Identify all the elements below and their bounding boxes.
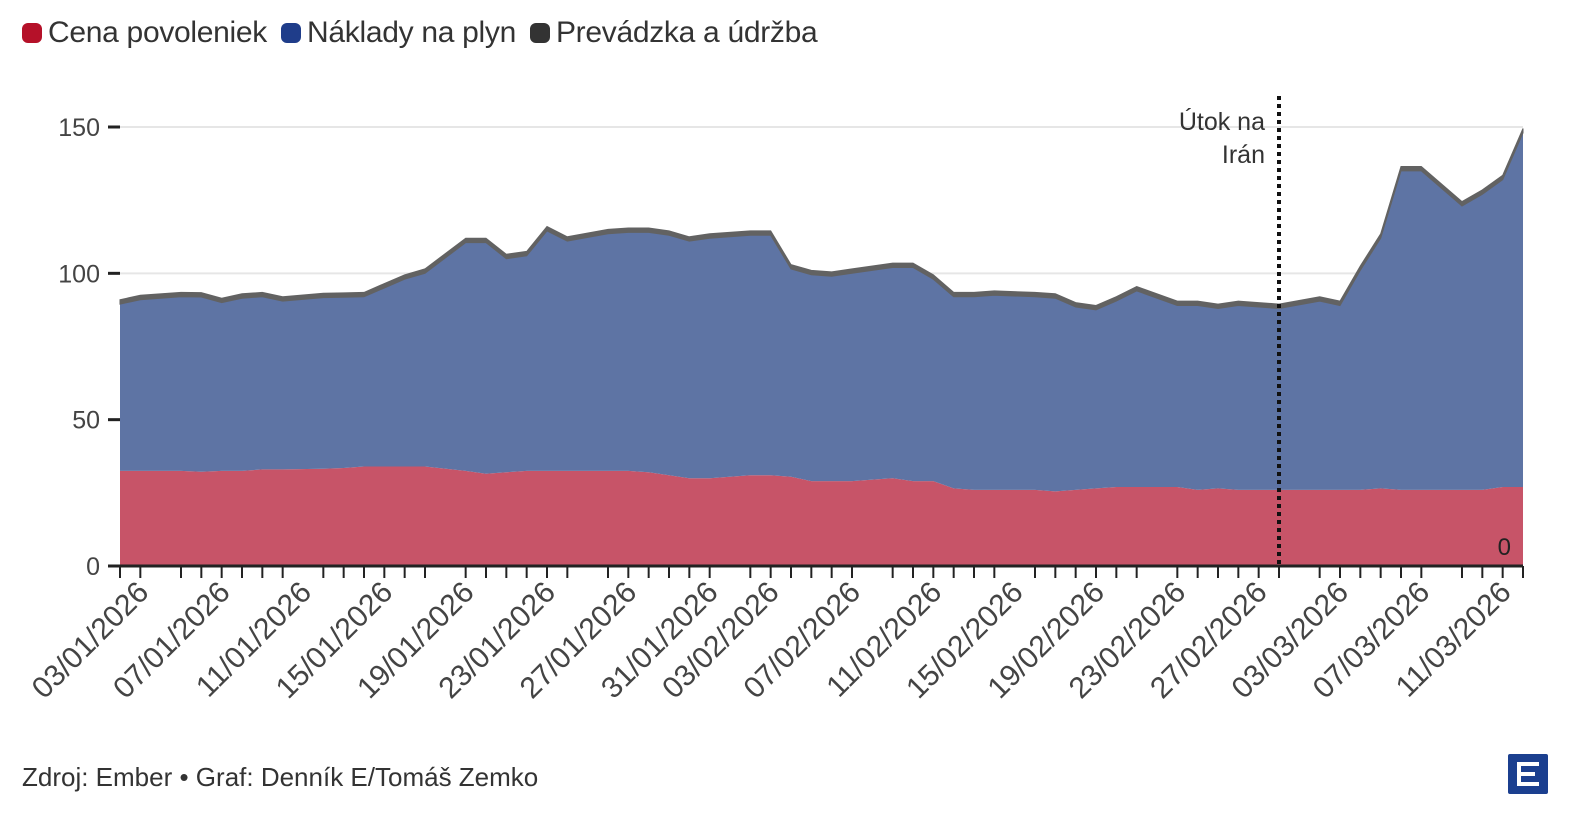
dennik-e-logo[interactable] xyxy=(1508,754,1548,794)
series-area xyxy=(120,466,1523,566)
legend: Cena povoleniek Náklady na plyn Prevádzka … xyxy=(22,16,818,50)
legend-item: Náklady na plyn xyxy=(281,16,516,50)
legend-label: Náklady na plyn xyxy=(307,16,516,49)
legend-swatch xyxy=(281,23,301,43)
legend-item: Cena povoleniek xyxy=(22,16,267,50)
annotation-label: Útok na xyxy=(1179,107,1265,136)
legend-label: Cena povoleniek xyxy=(48,16,267,49)
y-tick-label: 150 xyxy=(58,114,100,142)
source-note: Zdroj: Ember • Graf: Denník E/Tomáš Zemk… xyxy=(22,762,539,792)
legend-swatch xyxy=(529,23,550,43)
legend-swatch xyxy=(22,23,42,43)
y-tick-label: 50 xyxy=(72,407,100,435)
annotation-label: Irán xyxy=(1222,141,1265,169)
end-value-label: 0 xyxy=(1498,534,1511,561)
y-tick-label: 0 xyxy=(86,553,100,581)
y-tick-label: 100 xyxy=(58,260,100,288)
series-area xyxy=(119,128,1524,311)
legend-item: Prevádzka a údržba xyxy=(529,16,818,50)
series-area xyxy=(120,132,1523,492)
legend-label: Prevádzka a údržba xyxy=(555,16,818,49)
logo-icon xyxy=(1517,762,1539,786)
